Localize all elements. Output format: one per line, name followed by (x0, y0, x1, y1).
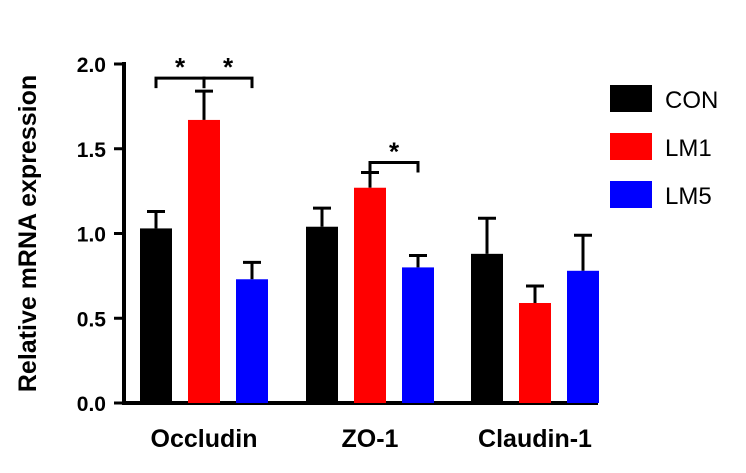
bar-lm1 (519, 302, 551, 403)
y-tick-label: 1.0 (77, 224, 106, 247)
x-category-label: Claudin-1 (478, 425, 592, 453)
legend-label-lm5: LM5 (665, 183, 712, 210)
x-category-label: Occludin (151, 425, 258, 453)
significance-bracket (202, 76, 254, 89)
bar-lm5 (236, 279, 268, 403)
legend-label-lm1: LM1 (665, 135, 712, 162)
bar-lm5 (567, 270, 599, 403)
y-tick-label: 0.5 (77, 308, 107, 331)
bar-series-group (140, 89, 599, 403)
bar-lm1 (188, 119, 220, 403)
significance-star: * (175, 52, 186, 82)
legend-label-con: CON (665, 87, 718, 114)
y-tick-label: 0.0 (77, 393, 106, 416)
y-axis-title: Relative mRNA expression (14, 75, 42, 392)
legend-swatch-lm5 (610, 181, 652, 208)
bar-con (471, 253, 503, 403)
legend-swatch-con (610, 85, 652, 112)
x-category-label: ZO-1 (342, 425, 399, 453)
bar-lm5 (402, 267, 434, 403)
significance-star: * (223, 52, 234, 82)
y-axis-ticks (114, 62, 124, 405)
legend: CON LM1 LM5 (610, 85, 718, 210)
significance-annotations: * * * (154, 52, 420, 173)
bar-con (306, 226, 338, 403)
significance-star: * (389, 136, 400, 166)
legend-swatch-lm1 (610, 133, 652, 160)
bar-con (140, 228, 172, 403)
bar-lm1 (354, 187, 386, 403)
significance-bracket (368, 160, 420, 173)
y-tick-label: 2.0 (77, 54, 106, 77)
y-tick-label: 1.5 (77, 139, 107, 162)
